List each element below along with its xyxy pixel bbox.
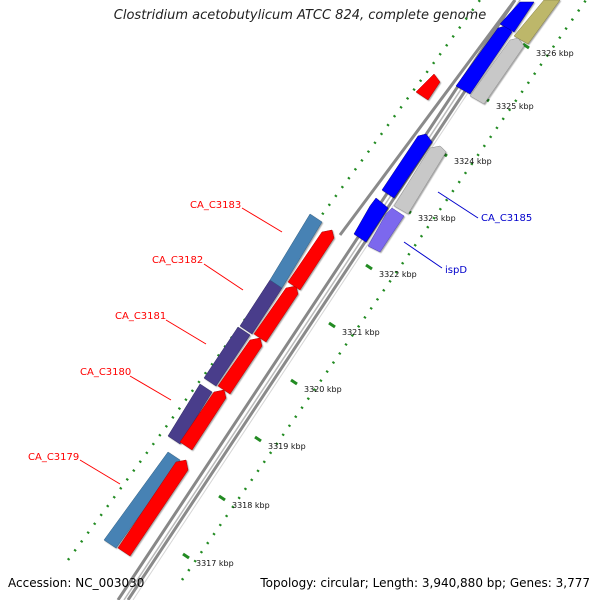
gene-red-2[interactable]	[179, 389, 227, 451]
tick-label: 3321 kbp	[342, 328, 380, 337]
accession-text: Accession: NC_003030	[8, 576, 145, 590]
gene-red-5[interactable]	[287, 229, 335, 291]
backbone-highlight	[132, 7, 525, 600]
tick-label: 3326 kbp	[536, 49, 574, 58]
label-leaders	[79, 191, 479, 485]
tick-dash	[290, 378, 298, 386]
map-title: Clostridium acetobutylicum ATCC 824, com…	[113, 8, 487, 23]
tick-dash	[522, 42, 530, 50]
gene-red-4[interactable]	[253, 285, 299, 343]
gene-darkslate-1[interactable]	[167, 383, 213, 445]
tick-dash	[254, 435, 262, 443]
gene-blue-2[interactable]	[381, 133, 433, 199]
tick-label: 3320 kbp	[304, 385, 342, 394]
gene-darkslate-2[interactable]	[203, 326, 251, 387]
gene-steelblue-1[interactable]	[103, 451, 181, 549]
label-ca-c3180: CA_C3180	[80, 367, 131, 378]
backbone-line-outer	[116, 0, 517, 600]
outer-feature-track	[103, 213, 323, 549]
gene-grey-2[interactable]	[469, 37, 525, 105]
gene-steelblue-2[interactable]	[269, 213, 323, 289]
tick-dash	[328, 321, 336, 329]
tick-label: 3322 kbp	[379, 270, 417, 279]
label-ca-c3183: CA_C3183	[190, 200, 241, 211]
gene-khaki[interactable]	[513, 0, 561, 45]
right-feature-track	[353, 0, 561, 253]
label-ca-c3185: CA_C3185	[481, 213, 532, 224]
label-ispd: ispD	[445, 265, 467, 276]
gene-grey-1[interactable]	[393, 145, 447, 215]
red-feature-track	[117, 229, 335, 557]
backbone-upper	[338, 0, 517, 236]
tick-label: 3323 kbp	[418, 214, 456, 223]
tick-marks: 3317 kbp 3318 kbp 3319 kbp 3320 kbp 3321 kbp…	[182, 42, 574, 568]
label-ca-c3181: CA_C3181	[115, 311, 166, 322]
gene-blue-4[interactable]	[499, 1, 535, 33]
backbone-line-inner	[123, 0, 521, 600]
tick-dash	[218, 494, 226, 502]
tick-label: 3319 kbp	[268, 442, 306, 451]
tick-label: 3318 kbp	[232, 501, 270, 510]
tick-dash	[365, 263, 373, 271]
topology-text: Topology: circular; Length: 3,940,880 bp…	[260, 576, 590, 590]
gene-red-small[interactable]	[415, 73, 441, 101]
tick-label: 3317 kbp	[196, 559, 234, 568]
label-ca-c3182: CA_C3182	[152, 255, 203, 266]
backbone-strong	[126, 7, 522, 600]
tick-label: 3325 kbp	[496, 102, 534, 111]
inner-dotted-ring	[180, 0, 588, 581]
gene-lightslate-ispd[interactable]	[367, 207, 405, 253]
tick-label: 3324 kbp	[454, 157, 492, 166]
label-ca-c3179: CA_C3179	[28, 452, 79, 463]
gene-red-1[interactable]	[117, 459, 189, 557]
gene-blue-1[interactable]	[353, 197, 389, 243]
tick-dash	[182, 552, 190, 560]
gene-red-3[interactable]	[217, 337, 263, 395]
